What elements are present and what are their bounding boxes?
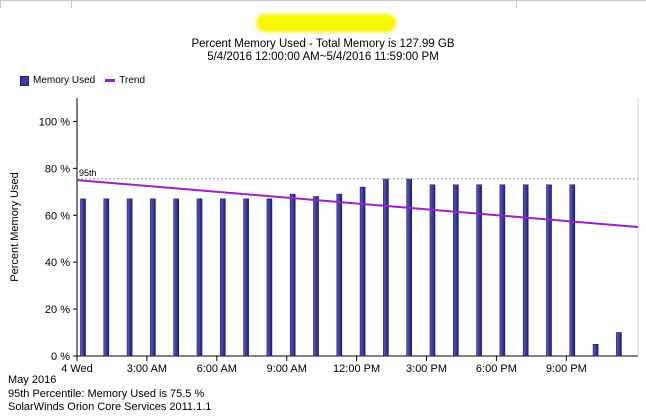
y-axis-label: Percent Memory Used	[9, 172, 21, 281]
memory-bar	[80, 198, 86, 357]
memory-bar	[476, 184, 482, 357]
memory-bar	[429, 184, 436, 357]
footer-month: May 2016	[8, 374, 57, 386]
trend-line	[76, 179, 639, 228]
memory-bar	[522, 184, 529, 357]
x-tick-label: 9:00 AM	[267, 363, 307, 375]
footer-product: SolarWinds Orion Core Services 2011.1.1	[8, 401, 212, 413]
legend-trend-label: Trend	[119, 75, 146, 86]
chart-legend: Memory Used Trend	[20, 75, 145, 86]
memory-bar	[243, 198, 249, 357]
x-tick-label: 3:00 AM	[127, 363, 167, 375]
y-tick-label: 40 %	[45, 257, 70, 269]
x-tick-label: 12:00 PM	[333, 363, 380, 375]
memory-bar	[616, 332, 622, 357]
x-tick-label: 6:00 AM	[197, 363, 237, 375]
memory-bar	[266, 198, 273, 357]
legend-memory-used-label: Memory Used	[33, 75, 96, 86]
memory-bar	[220, 198, 226, 357]
bars	[80, 178, 622, 357]
memory-bar	[452, 184, 459, 357]
memory-bar	[569, 184, 576, 357]
y-tick-label: 20 %	[45, 304, 70, 316]
x-axis: 4 Wed 3:00 AM 6:00 AM 9:00 AM 12:00 PM 3:00 P…	[61, 356, 587, 375]
legend-bar-swatch	[20, 75, 29, 86]
y-tick-label: 80 %	[45, 163, 70, 175]
tick-mark	[71, 0, 72, 8]
redacted-node-name	[256, 14, 396, 32]
memory-bar	[313, 196, 319, 357]
tick-mark	[0, 0, 1, 8]
tick-mark	[516, 0, 517, 8]
memory-bar	[336, 193, 343, 357]
memory-bar	[406, 178, 413, 357]
footer-percentile-note: 95th Percentile: Memory Used is 75.5 %	[8, 388, 205, 400]
x-tick-label: 6:00 PM	[476, 363, 517, 375]
percentile-label: 95th	[79, 168, 97, 178]
memory-bar	[103, 198, 110, 357]
chart-subtitle: 5/4/2016 12:00:00 AM~5/4/2016 11:59:00 P…	[207, 51, 439, 63]
memory-bar	[546, 184, 552, 357]
memory-bar	[592, 343, 599, 357]
y-tick-label: 0 %	[51, 351, 70, 363]
memory-bar	[126, 198, 133, 357]
memory-bar	[173, 198, 179, 357]
memory-bar	[196, 198, 203, 357]
chart-title: Percent Memory Used - Total Memory is 12…	[191, 38, 455, 50]
legend-trend-swatch	[105, 79, 116, 82]
plot-frame	[76, 98, 639, 357]
y-axis: 0 % 20 % 40 % 60 % 80 % 100 % Percent Memory U…	[9, 116, 77, 363]
x-tick-label: 3:00 PM	[406, 363, 447, 375]
x-tick-label: 4 Wed	[61, 363, 93, 375]
memory-bar	[289, 193, 296, 357]
x-tick-label: 9:00 PM	[546, 363, 587, 375]
memory-bar	[150, 198, 156, 357]
top-border	[0, 0, 646, 1]
memory-bar	[359, 186, 366, 357]
overlay: 95th	[76, 168, 639, 228]
y-tick-label: 60 %	[45, 210, 70, 222]
y-tick-label: 100 %	[39, 116, 70, 128]
memory-bar	[499, 184, 506, 357]
